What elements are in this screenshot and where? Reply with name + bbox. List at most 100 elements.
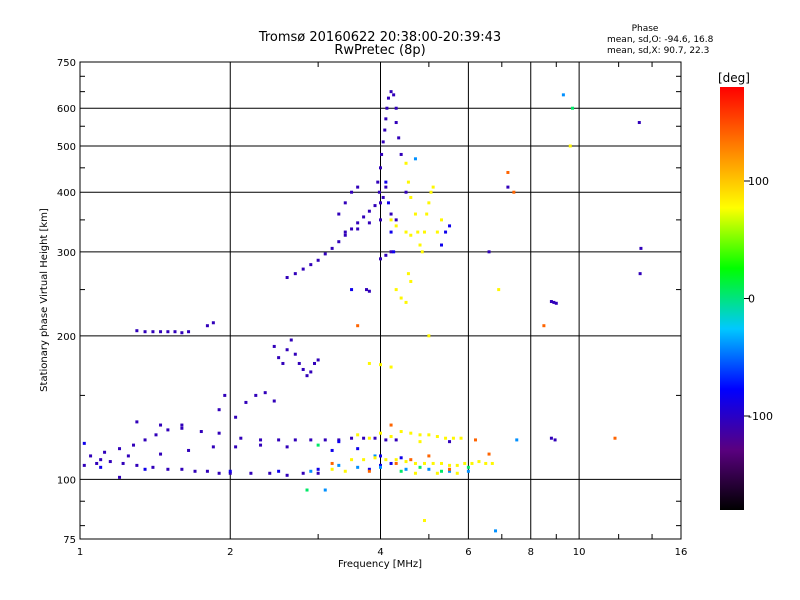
data-point (379, 166, 382, 170)
data-point (379, 431, 382, 435)
data-point (384, 458, 388, 462)
x-tick-label: 6 (465, 547, 471, 558)
data-point (515, 438, 519, 442)
data-point (463, 461, 467, 465)
data-point (389, 250, 393, 254)
data-point (373, 454, 377, 458)
data-point (571, 106, 575, 110)
data-point (367, 436, 371, 440)
data-point (301, 471, 305, 475)
chart-subtitle: RwPretec (8p) (334, 43, 425, 58)
data-point (350, 436, 354, 440)
data-point (362, 458, 366, 462)
y-tick-label: 100 (57, 475, 76, 486)
data-point (356, 227, 360, 231)
data-point (316, 358, 320, 362)
data-point (337, 438, 341, 442)
data-point (343, 469, 347, 473)
data-point (285, 445, 289, 449)
data-point (356, 447, 360, 451)
data-point (159, 330, 163, 334)
data-point (444, 230, 448, 234)
data-point (244, 400, 248, 404)
data-point (381, 140, 385, 144)
data-point (409, 431, 413, 435)
data-point (385, 106, 389, 110)
data-point (367, 289, 371, 293)
data-point (431, 461, 435, 465)
data-point (506, 185, 510, 189)
data-point (455, 471, 459, 475)
data-point (373, 456, 377, 460)
colorbar-ticks: 100 0 -100 (744, 175, 773, 423)
data-point (205, 324, 209, 328)
y-tick-label: 300 (57, 248, 76, 259)
data-point (268, 471, 272, 475)
data-point (399, 469, 403, 473)
data-point (82, 463, 86, 467)
data-point (323, 252, 327, 256)
data-point (392, 250, 396, 254)
data-point (343, 201, 347, 205)
data-point (448, 440, 452, 444)
data-point (413, 157, 417, 161)
data-point (392, 93, 396, 97)
data-point (394, 461, 398, 465)
data-point (487, 452, 491, 456)
data-point (389, 423, 393, 427)
data-point (409, 233, 413, 237)
data-point (309, 469, 313, 473)
data-point (373, 204, 377, 208)
data-point (199, 430, 203, 434)
data-point (413, 461, 417, 465)
colorbar-label: [deg] (718, 71, 750, 85)
data-point (211, 321, 215, 325)
data-point (166, 428, 170, 432)
x-tick-label: 1 (77, 547, 83, 558)
data-point (118, 475, 122, 479)
data-point (418, 440, 422, 444)
data-point (180, 423, 184, 427)
data-point (330, 467, 334, 471)
data-point (379, 454, 382, 458)
data-point (305, 488, 309, 492)
data-point (379, 257, 382, 261)
y-tick-label: 200 (57, 332, 76, 343)
data-point (285, 473, 289, 477)
data-points (82, 90, 643, 533)
data-point (554, 301, 558, 305)
colorbar-gradient (720, 87, 744, 510)
data-point (386, 201, 390, 205)
data-point (337, 212, 341, 216)
data-point (553, 438, 557, 442)
data-point (399, 430, 403, 434)
data-point (384, 117, 388, 121)
data-point (394, 218, 398, 222)
y-axis-label: Stationary phase Virtual Height [km] (39, 208, 50, 392)
data-point (309, 263, 313, 267)
data-point (637, 121, 641, 125)
data-point (309, 370, 313, 374)
data-point (379, 218, 382, 222)
data-point (376, 180, 380, 184)
data-point (99, 465, 103, 469)
data-point (180, 467, 184, 471)
data-point (399, 456, 403, 460)
data-point (418, 243, 422, 247)
data-point (362, 436, 366, 440)
data-point (542, 324, 546, 328)
data-point (281, 361, 285, 365)
data-point (103, 450, 107, 454)
data-point (440, 461, 444, 465)
data-point (356, 185, 360, 189)
data-point (135, 420, 139, 424)
data-point (193, 469, 197, 473)
data-point (473, 438, 477, 442)
data-point (159, 452, 163, 456)
data-point (159, 423, 163, 427)
data-point (180, 426, 184, 430)
data-point (409, 279, 413, 283)
chart-title: Tromsø 20160622 20:38:00-20:39:43 (258, 30, 501, 45)
data-point (494, 529, 498, 533)
